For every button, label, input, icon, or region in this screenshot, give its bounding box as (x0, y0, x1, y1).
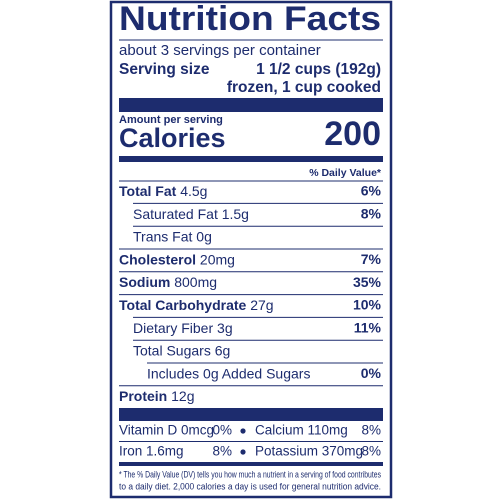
nutrient-name: Total Carbohydrate (119, 297, 247, 313)
label-border (109, 0, 393, 499)
nutrient: Cholesterol 20mg (119, 251, 235, 267)
vitamin-dv: 8% (212, 444, 232, 459)
medium-bar (119, 462, 383, 466)
nutrient-amount: 800mg (174, 274, 217, 290)
thick-bar (119, 98, 383, 112)
vitamin-label: Iron 1.6mg (119, 444, 184, 459)
servings: about 3 servings per container (119, 42, 321, 59)
nutrient-amount: 0g (196, 228, 212, 244)
vitamin-label: Vitamin D 0mcg (119, 423, 214, 438)
nutrient: Saturated Fat 1.5g (133, 206, 249, 222)
nutrient-amount: 4.5g (180, 183, 207, 199)
daily-value: 6% (361, 183, 382, 199)
nutrient: Total Fat 4.5g (119, 183, 207, 199)
nutrient-amount: 12g (171, 388, 194, 404)
vitamin-dv: 0% (212, 423, 232, 438)
nutrient-name: Sodium (119, 274, 170, 290)
daily-value: 10% (353, 297, 382, 313)
nutrient: Trans Fat 0g (133, 228, 212, 244)
nutrient: Includes 0g Added Sugars (147, 365, 310, 381)
nutrient-name: Cholesterol (119, 251, 196, 267)
dv-header: % Daily Value* (309, 167, 382, 179)
daily-value: 11% (354, 320, 382, 336)
nutrient-amount: 3g (217, 320, 233, 336)
nutrient: Total Carbohydrate 27g (119, 297, 274, 313)
nutrient-amount: 1.5g (222, 206, 249, 222)
footnote: * The % Daily Value (DV) tells you how m… (119, 469, 381, 479)
calories-value: 200 (324, 115, 381, 153)
vitamin-label: Potassium 370mg (255, 444, 363, 459)
nutrient: Protein 12g (119, 388, 194, 404)
nutrient: Dietary Fiber 3g (133, 320, 233, 336)
bullet (240, 449, 246, 455)
title: Nutrition Facts (119, 0, 381, 38)
calories-label: Calories (119, 123, 226, 153)
footnote: to a daily diet. 2,000 calories a day is… (119, 481, 381, 491)
nutrient: Sodium 800mg (119, 274, 217, 290)
nutrient-name: Includes 0g Added Sugars (147, 365, 310, 381)
thick-bar (119, 408, 383, 421)
nutrient-amount: 27g (250, 297, 273, 313)
serving-size-value: 1 1/2 cups (192g) (256, 61, 381, 78)
nutrient-name: Total Sugars (133, 342, 211, 358)
vitamin-dv: 8% (361, 423, 381, 438)
amount-per-serving: Amount per serving (119, 114, 223, 126)
nutrient-amount: 6g (215, 342, 231, 358)
vitamin-dv: 8% (361, 444, 381, 459)
nutrient: Total Sugars 6g (133, 342, 230, 358)
nutrient-name: Protein (119, 388, 167, 404)
nutrient-name: Total Fat (119, 183, 177, 199)
daily-value: 35% (353, 274, 382, 290)
bullet (240, 428, 246, 434)
medium-bar (119, 156, 383, 162)
nutrient-name: Dietary Fiber (133, 320, 213, 336)
serving-size-value: frozen, 1 cup cooked (227, 79, 381, 96)
daily-value: 8% (361, 206, 382, 222)
nutrient-amount: 20mg (200, 251, 235, 267)
daily-value: 7% (361, 251, 382, 267)
nutrient-name: Trans Fat (133, 228, 192, 244)
vitamin-label: Calcium 110mg (255, 423, 348, 438)
daily-value: 0% (361, 365, 382, 381)
serving-size-label: Serving size (119, 61, 210, 78)
nutrient-name: Saturated Fat (133, 206, 218, 222)
